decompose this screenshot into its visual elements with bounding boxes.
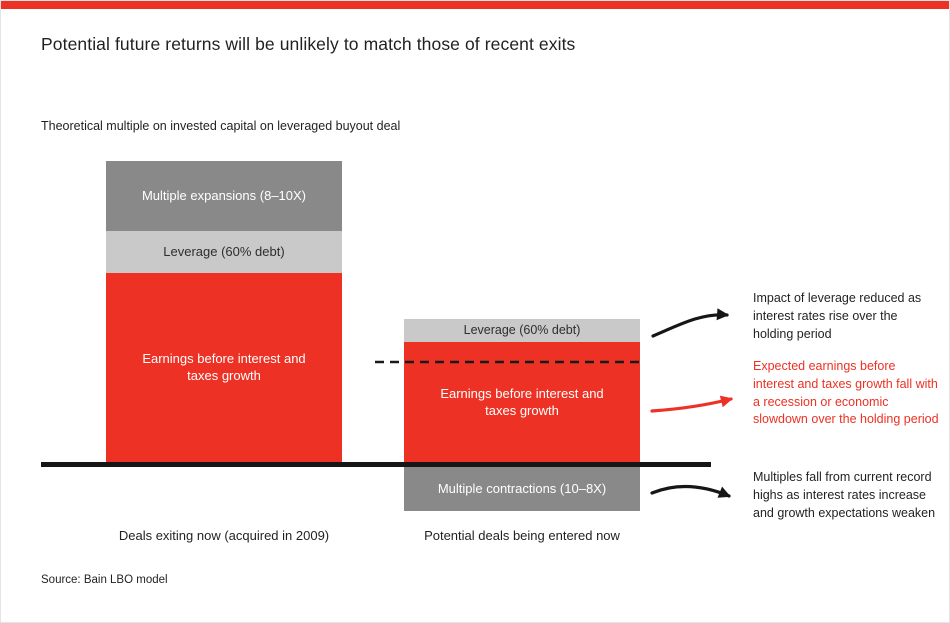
right-bar-segment-leverage: Leverage (60% debt) — [404, 319, 640, 342]
segment-label: Earnings before interest and taxes growt… — [440, 385, 604, 418]
segment-label: Leverage (60% debt) — [463, 323, 581, 338]
right-bar-segment-multiple-contractions: Multiple contractions (10–8X) — [404, 467, 640, 511]
left-bar-segment-multiple-expansions: Multiple expansions (8–10X) — [106, 161, 342, 231]
source-note: Source: Bain LBO model — [41, 574, 168, 586]
top-accent-bar — [1, 1, 949, 9]
segment-label: Leverage (60% debt) — [163, 243, 285, 259]
figure-title: Potential future returns will be unlikel… — [41, 34, 576, 54]
left-bar-segment-ebit-growth: Earnings before interest and taxes growt… — [106, 273, 342, 463]
left-bar-segment-leverage: Leverage (60% debt) — [106, 231, 342, 273]
segment-label: Earnings before interest and taxes growt… — [142, 351, 306, 383]
segment-label: Multiple expansions (8–10X) — [141, 187, 307, 203]
red-arrow-icon — [650, 395, 733, 413]
black-arrow-icon — [651, 308, 729, 338]
x-axis-baseline — [41, 462, 711, 467]
right-bar-segment-ebit-growth: Earnings before interest and taxes growt… — [404, 342, 640, 463]
annotation-earnings-note: Expected earnings before interest and ta… — [753, 359, 939, 427]
black-arrow-icon — [650, 484, 731, 498]
segment-label: Multiple contractions (10–8X) — [437, 480, 607, 496]
annotation-multiples-note: Multiples fall from current record highs… — [753, 470, 936, 520]
chart-subtitle: Theoretical multiple on invested capital… — [41, 119, 401, 133]
axis-label-right-bar: Potential deals being entered now — [424, 528, 620, 543]
annotation-leverage-note: Impact of leverage reduced as interest r… — [753, 291, 922, 341]
axis-label-left-bar: Deals exiting now (acquired in 2009) — [118, 528, 330, 543]
